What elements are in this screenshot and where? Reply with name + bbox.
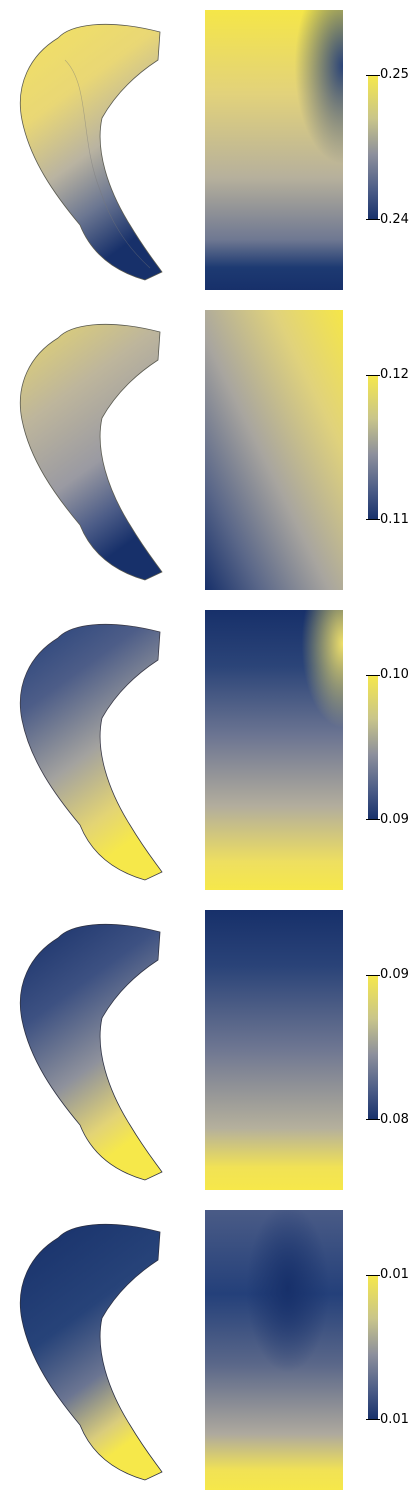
- colorbar-2: [368, 375, 378, 520]
- colorbar-max-tick-3: [366, 675, 380, 676]
- colorbar-min-tick-4: [366, 1119, 380, 1120]
- colorbar-1: [368, 75, 378, 220]
- surface-render-1: [19, 23, 163, 281]
- colorbar-max-tick-1: [366, 75, 380, 76]
- colorbar-max-label-4: 0.09: [380, 967, 409, 982]
- panel-5: 0.01 0.01: [0, 1200, 410, 1500]
- colorbar-3: [368, 675, 378, 820]
- colorbar-max-label-2: 0.12: [380, 367, 409, 382]
- colorbar-max-label-3: 0.10: [380, 667, 409, 682]
- panel-1: 0.25 0.24: [0, 0, 410, 300]
- surface-render-2: [19, 323, 163, 581]
- colorbar-max-tick-5: [366, 1275, 380, 1276]
- colorbar-min-label-2: 0.11: [380, 512, 409, 527]
- colorbar-min-tick-5: [366, 1419, 380, 1420]
- colorbar-max-label-5: 0.01: [380, 1267, 409, 1282]
- colorbar-4: [368, 975, 378, 1120]
- colorbar-min-tick-3: [366, 819, 380, 820]
- panel-4: 0.09 0.08: [0, 900, 410, 1200]
- surface-render-3: [19, 623, 163, 881]
- colorbar-max-tick-4: [366, 975, 380, 976]
- surface-render-5: [19, 1223, 163, 1481]
- colorbar-max-label-1: 0.25: [380, 67, 409, 82]
- panel-2: 0.12 0.11: [0, 300, 410, 600]
- flatmap-1: [205, 10, 343, 290]
- flatmap-5: [205, 1210, 343, 1490]
- flatmap-2: [205, 310, 343, 590]
- surface-render-4: [19, 923, 163, 1181]
- colorbar-min-label-5: 0.01: [380, 1412, 409, 1427]
- flatmap-3: [205, 610, 343, 890]
- colorbar-min-tick-2: [366, 519, 380, 520]
- flatmap-4: [205, 910, 343, 1190]
- colorbar-min-label-4: 0.08: [380, 1112, 409, 1127]
- colorbar-5: [368, 1275, 378, 1420]
- colorbar-min-label-3: 0.09: [380, 812, 409, 827]
- colorbar-min-label-1: 0.24: [380, 212, 409, 227]
- colorbar-max-tick-2: [366, 375, 380, 376]
- panel-3: 0.10 0.09: [0, 600, 410, 900]
- colorbar-min-tick-1: [366, 219, 380, 220]
